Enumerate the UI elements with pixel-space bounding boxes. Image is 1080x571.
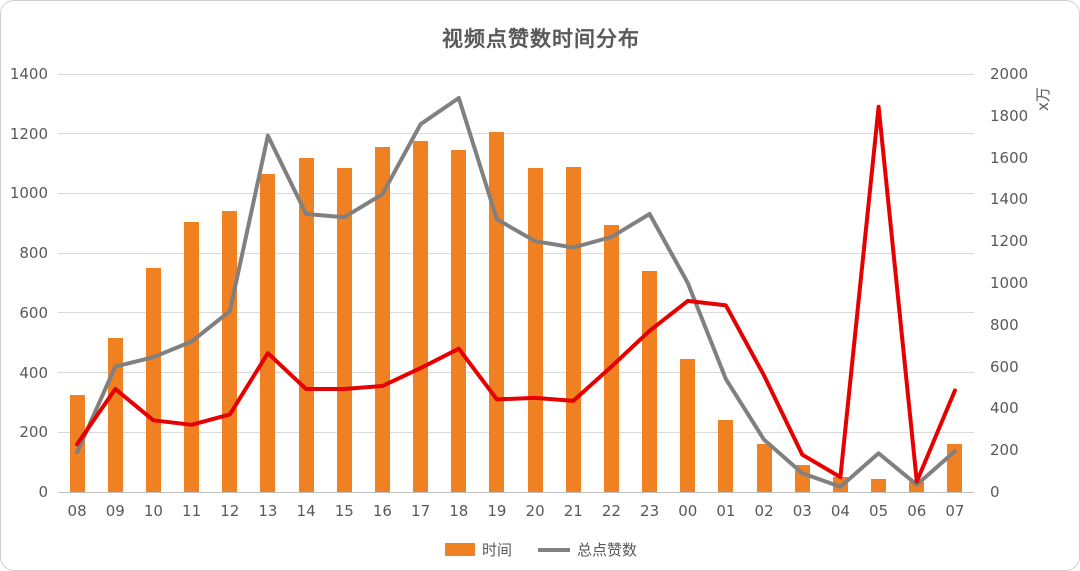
gridline bbox=[58, 312, 974, 314]
bar-20 bbox=[527, 168, 543, 492]
left-axis-tick-label: 1200 bbox=[9, 124, 48, 143]
gridline bbox=[58, 372, 974, 374]
x-axis-tick-label: 09 bbox=[105, 502, 125, 520]
legend: 时间 总点赞数 bbox=[1, 539, 1079, 560]
bar-17 bbox=[413, 141, 429, 492]
x-axis-tick-label: 23 bbox=[640, 502, 660, 520]
right-axis-tick-label: 200 bbox=[990, 441, 1019, 460]
bar-00 bbox=[680, 359, 696, 492]
left-axis-tick-label: 200 bbox=[19, 423, 48, 442]
right-axis-unit-label: x万 bbox=[1034, 87, 1052, 111]
left-axis-tick-label: 800 bbox=[19, 244, 48, 263]
left-axis-tick-label: 400 bbox=[19, 363, 48, 382]
bar-18 bbox=[451, 150, 467, 492]
bar-10 bbox=[145, 268, 161, 492]
legend-line-swatch bbox=[538, 547, 570, 552]
right-axis-tick-label: 800 bbox=[990, 315, 1019, 334]
right-axis-tick-label: 0 bbox=[990, 483, 1000, 501]
right-axis-tick-label: 1600 bbox=[990, 148, 1029, 167]
x-axis-tick-label: 12 bbox=[220, 502, 240, 520]
bar-16 bbox=[374, 147, 390, 492]
bar-02 bbox=[756, 444, 772, 492]
x-axis-tick-label: 20 bbox=[525, 502, 545, 520]
x-axis-tick-label: 05 bbox=[869, 502, 889, 520]
x-axis-tick-label: 18 bbox=[449, 502, 469, 520]
right-axis-tick-label: 1800 bbox=[990, 106, 1029, 125]
x-axis-tick-label: 08 bbox=[67, 502, 87, 520]
gridline bbox=[58, 192, 974, 194]
bar-12 bbox=[222, 211, 238, 492]
right-axis-tick-label: 1000 bbox=[990, 274, 1029, 292]
x-axis-tick-label: 07 bbox=[945, 502, 965, 520]
left-axis-tick-label: 0 bbox=[38, 483, 48, 501]
chart-title: 视频点赞数时间分布 bbox=[442, 27, 640, 51]
x-axis-tick-label: 03 bbox=[792, 502, 812, 520]
left-axis-tick-label: 600 bbox=[19, 303, 48, 322]
line-总点赞数 bbox=[75, 96, 957, 489]
gridline bbox=[58, 133, 974, 135]
x-axis-tick-label: 16 bbox=[372, 502, 392, 520]
line-red-unlabeled bbox=[75, 104, 957, 484]
x-axis-tick-label: 04 bbox=[830, 502, 850, 520]
right-axis-tick-label: 1400 bbox=[990, 190, 1029, 209]
x-axis-tick-label: 06 bbox=[907, 502, 927, 520]
legend-item-bar-series: 时间 bbox=[444, 539, 512, 560]
bar-22 bbox=[603, 224, 619, 492]
bar-14 bbox=[298, 157, 314, 492]
right-axis-tick-label: 600 bbox=[990, 357, 1019, 376]
gridline bbox=[58, 252, 974, 254]
x-axis-tick-label: 15 bbox=[334, 502, 354, 520]
gridline bbox=[58, 431, 974, 433]
x-axis-line bbox=[58, 491, 974, 493]
legend-item-line-series: 总点赞数 bbox=[538, 539, 637, 560]
gridline bbox=[58, 73, 974, 75]
legend-bar-label: 时间 bbox=[481, 541, 512, 559]
x-axis-tick-label: 22 bbox=[601, 502, 621, 520]
x-axis-tick-label: 19 bbox=[487, 502, 507, 520]
left-axis-tick-label: 1400 bbox=[9, 65, 48, 83]
bar-01 bbox=[718, 420, 734, 492]
left-axis-tick-label: 1000 bbox=[9, 184, 48, 203]
x-axis-tick-label: 02 bbox=[754, 502, 774, 520]
legend-bar-swatch bbox=[444, 543, 475, 556]
right-axis-tick-label: 1200 bbox=[990, 232, 1029, 251]
bar-15 bbox=[336, 168, 352, 492]
x-axis-tick-label: 21 bbox=[563, 502, 583, 520]
x-axis-tick-label: 10 bbox=[143, 502, 163, 520]
bar-06 bbox=[909, 481, 925, 492]
x-axis-tick-label: 00 bbox=[678, 502, 698, 520]
x-axis-tick-label: 11 bbox=[182, 502, 202, 520]
x-axis-tick-label: 01 bbox=[716, 502, 736, 520]
x-axis-tick-label: 13 bbox=[258, 502, 278, 520]
right-axis-tick-label: 400 bbox=[990, 399, 1019, 418]
bar-05 bbox=[871, 478, 887, 492]
x-axis-tick-label: 14 bbox=[296, 502, 316, 520]
right-axis-tick-label: 2000 bbox=[990, 65, 1029, 83]
bar-13 bbox=[260, 174, 276, 492]
legend-line-label: 总点赞数 bbox=[577, 541, 638, 559]
x-axis-tick-label: 17 bbox=[411, 502, 431, 520]
